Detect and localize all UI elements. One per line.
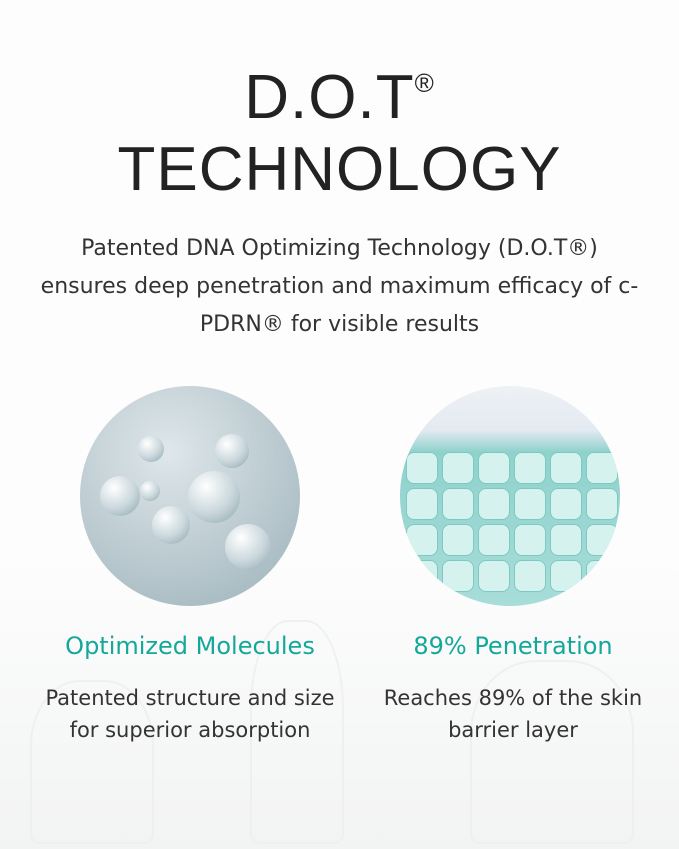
feature-description-penetration: Reaches 89% of the skin barrier layer xyxy=(383,686,643,742)
skin-barrier-image xyxy=(400,386,620,606)
title-line-1: D.O.T® xyxy=(244,63,435,132)
feature-title-penetration: 89% Penetration xyxy=(413,632,613,660)
lab-glassware-background xyxy=(0,560,679,849)
molecule-image xyxy=(80,386,300,606)
title-line-2: TECHNOLOGY xyxy=(117,135,562,204)
feature-title-molecules: Optimized Molecules xyxy=(65,632,315,660)
feature-description-molecules: Patented structure and size for superior… xyxy=(45,686,335,742)
subtitle: Patented DNA Optimizing Technology (D.O.… xyxy=(40,236,639,337)
